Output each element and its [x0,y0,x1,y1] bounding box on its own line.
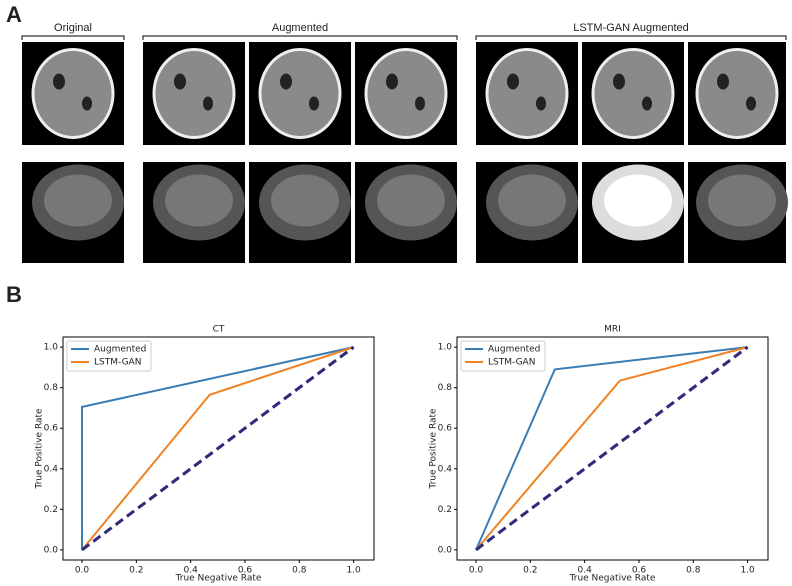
panel-label: A [6,2,22,27]
group-header: LSTM-GAN Augmented [573,22,689,34]
y-tick-label: 0.4 [44,464,59,474]
y-tick-label: 0.8 [438,383,453,393]
x-tick-label: 0.8 [686,566,701,576]
image-grid [22,42,788,263]
panel-label: B [6,282,22,307]
scan-skull [591,48,675,139]
y-axis-label: True Positive Rate [429,408,439,490]
y-tick-label: 0.6 [44,424,59,434]
scan-skull [485,48,569,139]
x-tick-label: 0.4 [577,566,592,576]
x-tick-label: 1.0 [740,566,755,576]
y-tick-label: 0.6 [438,424,453,434]
y-tick-label: 1.0 [438,343,453,353]
x-tick-label: 0.4 [183,566,198,576]
y-tick-label: 0.0 [44,545,59,555]
scan-ventricle [642,96,652,111]
legend-label: LSTM-GAN [94,358,141,368]
scan-brain [165,174,233,227]
bracket [475,35,787,40]
scan-ventricle [280,73,292,90]
plot-frame [62,336,375,561]
y-tick-label: 1.0 [44,343,59,353]
roc-line [475,345,749,552]
scan-brain [604,174,672,227]
roc-line [475,346,748,551]
scan-brain [271,174,339,227]
y-axis-label: True Positive Rate [35,408,45,490]
roc-line [81,346,354,551]
scan-skull [695,48,779,139]
x-tick-label: 0.8 [292,566,307,576]
scan-ventricle [82,96,92,111]
scan-skull [31,48,115,139]
y-tick-label: 0.2 [438,505,452,515]
bracket [21,35,125,40]
group-header: Augmented [272,22,328,34]
plot-frame [456,336,769,561]
bracket [142,35,458,40]
scan-ventricle [53,73,65,90]
roc-line [81,345,355,552]
x-tick-label: 0.0 [75,566,90,576]
x-axis-label: True Negative Rate [175,574,262,584]
scan-ventricle [203,96,213,111]
x-tick-label: 0.2 [129,566,143,576]
x-tick-label: 1.0 [346,566,361,576]
group-headers [21,35,787,40]
scan-ventricle [415,96,425,111]
scan-ventricle [613,73,625,90]
scan-ventricle [746,96,756,111]
roc-line [475,346,748,551]
scan-ventricle [536,96,546,111]
scan-ventricle [386,73,398,90]
scan-brain [708,174,776,227]
legend-label: Augmented [94,345,146,355]
legend-label: LSTM-GAN [488,358,535,368]
scan-skull [152,48,236,139]
scan-ventricle [309,96,319,111]
scan-brain [377,174,445,227]
legend-label: Augmented [488,345,540,355]
scan-ventricle [507,73,519,90]
x-axis-label: True Negative Rate [569,574,656,584]
x-tick-label: 0.6 [632,566,647,576]
scan-brain [498,174,566,227]
scan-skull [258,48,342,139]
y-tick-label: 0.2 [44,505,58,515]
scan-brain [44,174,112,227]
scan-ventricle [174,73,186,90]
x-tick-label: 0.2 [523,566,537,576]
y-tick-label: 0.4 [438,464,453,474]
y-tick-label: 0.0 [438,545,453,555]
x-tick-label: 0.0 [469,566,484,576]
chart-title: MRI [604,325,621,335]
chart-title: CT [213,325,225,335]
x-tick-label: 0.6 [238,566,253,576]
scan-skull [364,48,448,139]
roc-line [81,346,354,550]
group-header: Original [54,22,92,34]
scan-ventricle [717,73,729,90]
y-tick-label: 0.8 [44,383,59,393]
